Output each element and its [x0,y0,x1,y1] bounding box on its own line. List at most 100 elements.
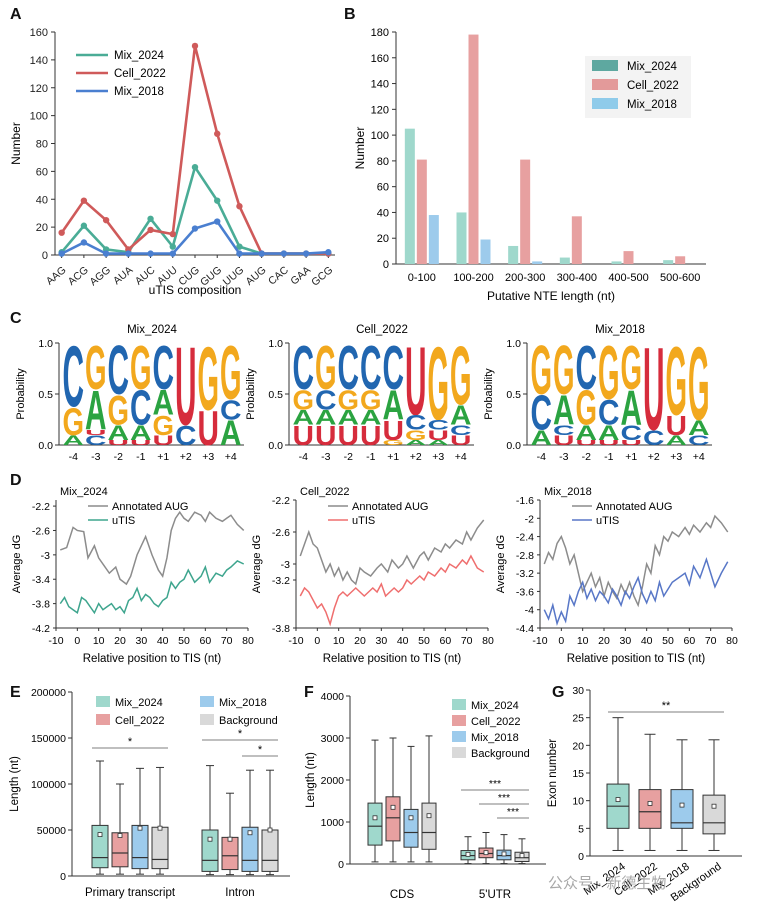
x-tick-label: +2 [410,451,422,463]
x-tick-label: 500-600 [660,272,700,284]
y-tick-label: -2 [525,513,534,525]
mean-marker [117,833,123,838]
y-tick-label: 10 [572,796,584,808]
y-axis-label: Number [9,122,23,165]
data-point [58,229,65,236]
y-tick-label: 100 [30,111,48,123]
logo-letter: C [108,333,130,410]
data-point [214,218,221,225]
x-tick-label: -3 [559,451,568,463]
logo-letter: U [428,427,449,442]
mean-marker [247,830,253,836]
y-tick-label: 80 [377,156,389,168]
x-tick-label: +3 [202,451,214,463]
mean-marker [711,803,717,809]
panel-letter-a: A [10,6,22,23]
y-tick-label: 0.5 [268,389,283,401]
dg-plot-2: -4.4 -4 -3.6 -3.2 -2.8 -2.4 -2 -1.6 -10 0 10 20 30 40… [495,486,738,665]
data-point [258,250,265,257]
logo-letter: A [576,422,598,445]
bar [480,239,491,264]
x-axis-label: Relative position to TIS (nt) [83,653,222,665]
x-tick-label: 0-100 [408,272,436,284]
y-tick-label: -1.6 [516,495,534,507]
data-point [169,230,176,238]
y-tick-label: 160 [30,27,48,39]
x-tick-label: 0 [314,635,320,647]
logo-letter: C [621,422,643,445]
logo-letter: A [360,407,381,430]
logo-letter: U [175,325,196,449]
bar [532,261,543,264]
y-tick-label: 1.0 [268,338,283,350]
data-point [325,249,332,256]
logo-letter: U [198,400,220,455]
y-tick-label: 20 [36,222,48,234]
y-tick-label: 5 [578,823,584,835]
logo-letter: G [130,334,152,403]
legend-label: Cell_2022 [471,716,521,728]
x-tick-label: 10 [333,635,345,647]
panel-letter-f: F [304,684,314,701]
y-tick-label: 120 [371,104,389,116]
y-tick-label: 20 [377,233,389,245]
panel-letter-c: C [10,310,22,327]
legend-label: Annotated AUG [596,501,672,513]
panel-letter-b: B [344,6,356,23]
series-line [60,164,329,255]
logo-letter: C [576,334,598,403]
logo-letter: A [293,407,314,430]
x-tick-label: -4 [69,451,78,463]
y-tick-label: 0.5 [506,389,521,401]
series-line [299,519,485,586]
x-axis-label: Relative position to TIS (nt) [567,653,706,665]
y-tick-label: 0.0 [506,440,521,452]
x-tick-label: 50 [662,635,674,647]
data-point [169,243,176,250]
y-tick-label: 0.5 [38,389,53,401]
data-point [191,225,199,232]
x-tick-label: 0 [558,635,564,647]
y-tick-label: 4000 [321,691,345,703]
data-point [125,250,132,257]
logo-letter: G [293,385,315,416]
x-tick-label: 40 [157,635,169,647]
data-point [191,163,199,171]
x-tick-label: -2 [114,451,123,463]
bar [520,159,531,264]
mean-marker [647,801,653,806]
panel-c: 0.00.51.0ProbabilityMix_2024CGA-4GAUC-3C… [15,324,712,463]
y-tick-label: -3.6 [516,586,534,598]
legend-label: Mix_2018 [114,86,164,98]
box [670,789,694,829]
logo-letter: A [108,422,130,445]
logo-letter: C [315,385,337,416]
panel-a: 020406080100120140160AAGACGAGGAUAAUCAUUC… [9,27,335,297]
data-point [236,243,243,250]
x-tick-label: +1 [157,451,169,463]
x-tick-label: +4 [455,451,467,463]
logo-letter: A [450,401,472,432]
y-axis-label: Exon number [547,739,559,808]
data-point [147,215,154,222]
y-tick-label: 1000 [321,817,345,829]
x-tick-label: 40 [397,635,409,647]
x-tick-label: +4 [225,451,237,463]
data-point [147,250,154,257]
logo-letter: U [293,421,315,452]
logo-letter: A [428,439,450,447]
series-line [299,554,485,627]
panel-f: 0 1000 2000 3000 4000 Length (nt) CDS 5'UTR *** *… [305,691,546,901]
y-tick-label: 200000 [31,687,66,699]
y-tick-label: 3000 [321,733,345,745]
plot-title: Mix_2024 [60,486,108,498]
x-tick-label: GCG [309,264,335,289]
legend-swatch [592,60,618,71]
logo-letter: G [198,329,220,430]
y-tick-label: 0 [42,250,48,262]
logo-letter: G [63,401,85,444]
x-tick-label: -3 [321,451,330,463]
data-point [147,226,154,234]
dg-plot-0: -4.2 -3.8 -3.4 -3 -2.6 -2.2 -10 0 10 20 30 40 50 60 70… [11,486,254,665]
